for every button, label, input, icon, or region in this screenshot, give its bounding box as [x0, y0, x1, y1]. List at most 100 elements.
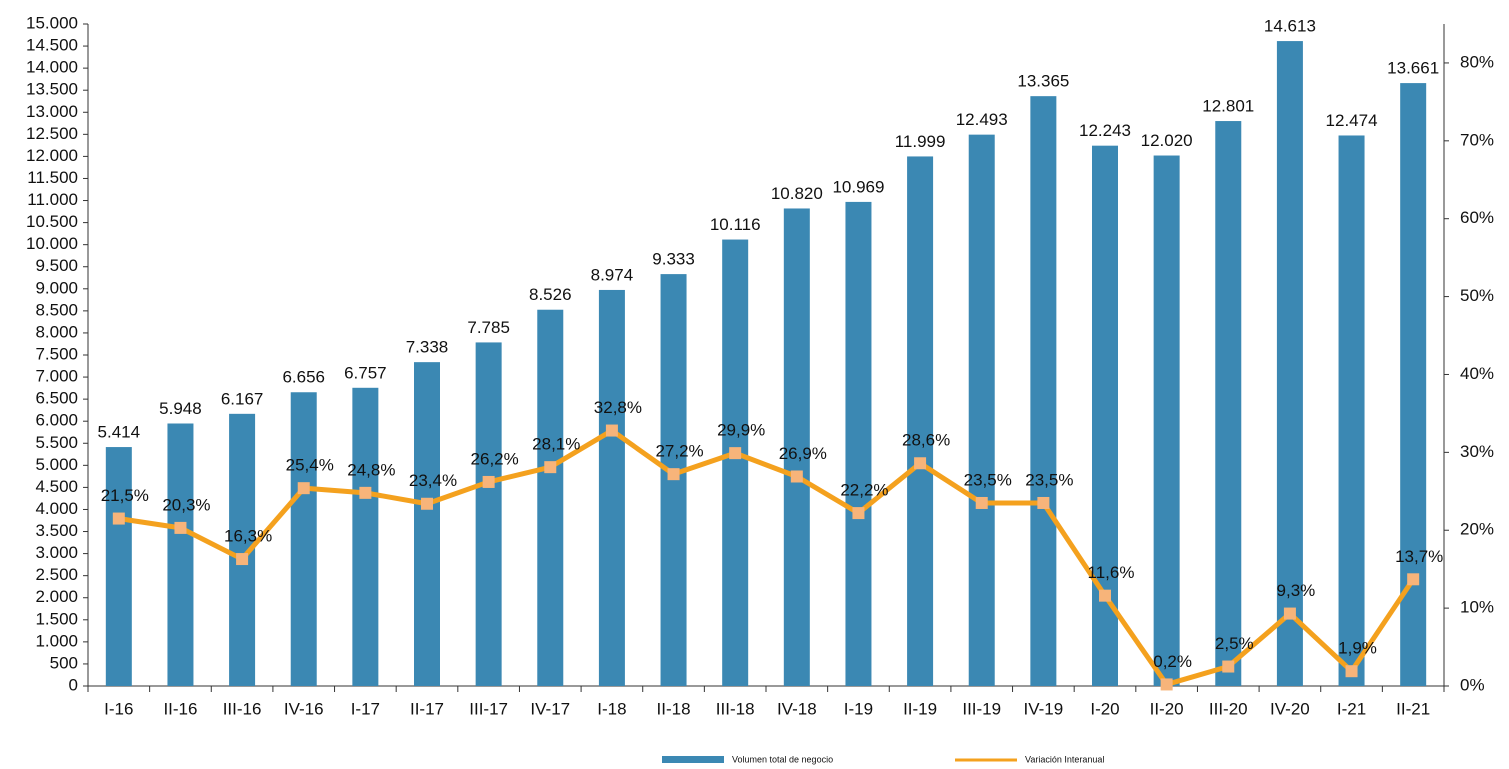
x-tick-label: IV-18	[777, 699, 817, 718]
y2-tick-label: 20%	[1460, 520, 1494, 539]
line-value-label: 21,5%	[101, 486, 149, 505]
line-value-label: 13,7%	[1395, 547, 1443, 566]
bar-value-label: 6.167	[221, 389, 264, 408]
bar-value-label: 5.948	[159, 399, 202, 418]
line-marker	[112, 512, 125, 525]
y-tick-label: 9.500	[35, 256, 78, 275]
bar-value-label: 9.333	[652, 250, 695, 269]
line-marker	[1037, 496, 1050, 509]
line-marker	[1222, 660, 1235, 673]
line-value-label: 22,2%	[840, 481, 888, 500]
legend-label: Volumen total de negocio	[732, 754, 833, 764]
y2-tick-label: 50%	[1460, 286, 1494, 305]
bar-value-label: 12.493	[956, 110, 1008, 129]
bar-value-label: 10.969	[832, 177, 884, 196]
line-marker	[544, 461, 557, 474]
x-tick-label: III-16	[223, 699, 262, 718]
line-value-label: 0,2%	[1153, 652, 1192, 671]
y-tick-label: 3.500	[35, 521, 78, 540]
line-marker	[790, 470, 803, 483]
bar-value-label: 12.474	[1326, 111, 1378, 130]
y-tick-label: 14.000	[26, 58, 78, 77]
y-tick-label: 12.000	[26, 146, 78, 165]
bar	[968, 134, 995, 686]
y-tick-label: 2.500	[35, 565, 78, 584]
line-value-label: 28,6%	[902, 431, 950, 450]
bar	[845, 201, 872, 686]
x-tick-label: I-18	[597, 699, 626, 718]
x-tick-label: I-16	[104, 699, 133, 718]
y2-tick-label: 70%	[1460, 130, 1494, 149]
line-value-label: 28,1%	[532, 435, 580, 454]
y-tick-label: 8.500	[35, 300, 78, 319]
line-value-label: 9,3%	[1277, 581, 1316, 600]
line-marker	[297, 482, 310, 495]
line-value-label: 16,3%	[224, 527, 272, 546]
line-marker	[1283, 607, 1296, 620]
bar	[290, 392, 317, 686]
y-tick-label: 0	[69, 675, 78, 694]
line-value-label: 2,5%	[1215, 634, 1254, 653]
x-tick-label: I-21	[1337, 699, 1366, 718]
bar	[1276, 41, 1303, 687]
bar-value-label: 12.243	[1079, 121, 1131, 140]
y-tick-label: 4.500	[35, 477, 78, 496]
line-value-label: 27,2%	[655, 442, 703, 461]
x-tick-label: II-16	[163, 699, 197, 718]
y2-tick-label: 40%	[1460, 364, 1494, 383]
y-tick-label: 12.500	[26, 124, 78, 143]
y-tick-label: 14.500	[26, 36, 78, 55]
y2-tick-label: 0%	[1460, 675, 1485, 694]
line-value-label: 1,9%	[1338, 639, 1377, 658]
y-tick-label: 13.500	[26, 80, 78, 99]
y-tick-label: 6.000	[35, 411, 78, 430]
y-tick-label: 7.000	[35, 367, 78, 386]
bar-value-label: 6.757	[344, 363, 387, 382]
x-tick-label: III-17	[469, 699, 508, 718]
line	[118, 428, 1416, 687]
y-tick-label: 1.000	[35, 631, 78, 650]
y-tick-label: 11.000	[27, 190, 78, 209]
line-value-label: 20,3%	[162, 495, 210, 514]
y-tick-label: 10.500	[26, 212, 78, 231]
y-tick-label: 10.000	[26, 234, 78, 253]
y2-tick-label: 30%	[1460, 442, 1494, 461]
x-tick-label: II-20	[1150, 699, 1184, 718]
x-tick-label: II-19	[903, 699, 937, 718]
y-tick-label: 7.500	[35, 344, 78, 363]
bar	[105, 447, 132, 686]
bar	[475, 342, 502, 686]
bar	[414, 362, 440, 686]
bar-value-label: 12.801	[1202, 97, 1254, 116]
line-marker	[1099, 589, 1111, 602]
x-tick-label: III-18	[716, 699, 755, 718]
bar	[907, 156, 934, 686]
bar	[783, 208, 810, 686]
y-tick-label: 2.000	[35, 587, 78, 606]
line-value-label: 24,8%	[347, 460, 395, 479]
bar-value-label: 7.785	[467, 318, 510, 337]
line-marker	[975, 496, 988, 509]
line-marker	[1407, 573, 1420, 586]
line-value-label: 23,4%	[409, 471, 457, 490]
line-value-label: 11,6%	[1088, 563, 1135, 582]
y-tick-label: 6.500	[35, 389, 78, 408]
x-tick-label: II-17	[410, 699, 444, 718]
line-marker	[421, 497, 433, 510]
line-value-label: 29,9%	[717, 421, 765, 440]
bar	[722, 239, 749, 687]
bar-value-label: 7.338	[406, 338, 449, 357]
x-tick-label: I-20	[1090, 699, 1119, 718]
line-marker	[174, 521, 187, 534]
bar	[1215, 121, 1242, 687]
line-marker	[729, 447, 742, 460]
y2-tick-label: 10%	[1460, 598, 1494, 617]
line-value-label: 26,9%	[779, 444, 827, 463]
bar-value-label: 11.999	[895, 132, 946, 151]
line-marker	[359, 486, 372, 499]
x-tick-label: IV-19	[1024, 699, 1064, 718]
x-tick-label: I-17	[351, 699, 380, 718]
y2-tick-label: 80%	[1460, 52, 1494, 71]
legend-swatch	[662, 756, 724, 763]
